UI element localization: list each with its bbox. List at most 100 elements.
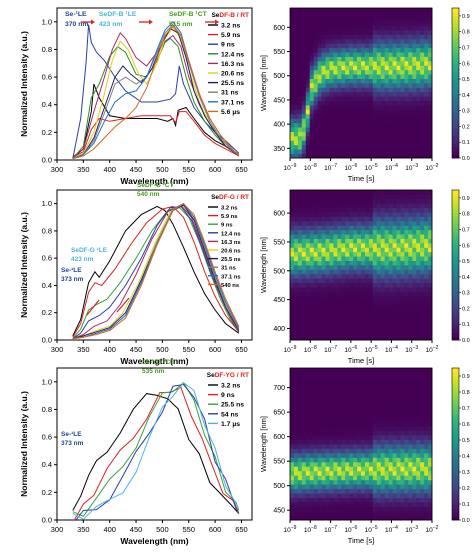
heatmap-cell	[325, 216, 330, 222]
heatmap-cell	[345, 403, 350, 409]
heatmap-cell	[341, 317, 346, 323]
heatmap-cell	[408, 56, 413, 62]
heatmap-cell	[384, 372, 390, 378]
heatmap-cell	[388, 78, 393, 84]
heatmap-cell	[301, 144, 307, 150]
heatmap-cell	[290, 273, 295, 279]
heatmap-cell	[416, 493, 421, 499]
heatmap-cell	[364, 149, 370, 154]
heatmap-cell	[321, 56, 326, 62]
colorbar-step	[452, 444, 459, 449]
heatmap-cell	[337, 207, 342, 213]
heatmap-cell	[333, 291, 338, 297]
heatmap-cell	[321, 381, 326, 387]
heatmap-cell	[329, 269, 334, 275]
heatmap-cell	[301, 403, 307, 409]
heatmap-cell	[400, 78, 405, 84]
heatmap-cell	[317, 96, 322, 102]
heatmap-cell	[290, 69, 295, 75]
heatmap-cell	[392, 390, 397, 396]
heatmap-cell	[384, 403, 390, 409]
heatmap-cell	[329, 74, 334, 79]
heatmap-cell	[361, 394, 366, 400]
x-tick-exp: −4	[392, 345, 398, 351]
heatmap-cell	[380, 21, 386, 27]
heatmap-cell	[424, 435, 429, 440]
heatmap-cell	[428, 135, 433, 141]
heatmap-cell	[333, 38, 338, 44]
heatmap-cell	[301, 381, 307, 387]
heatmap-cell	[424, 408, 429, 414]
heatmap-cell	[404, 273, 409, 279]
colorbar-tick-label: 0.5	[462, 77, 470, 83]
heatmap-cell	[392, 265, 397, 270]
heatmap-cell	[349, 251, 354, 257]
heatmap-cell	[353, 65, 358, 71]
heatmap-cell	[416, 118, 421, 124]
heatmap-cell	[297, 448, 303, 454]
x-tick-label: 650	[235, 165, 248, 174]
heatmap-cell	[301, 502, 307, 507]
heatmap-cell	[321, 109, 326, 115]
heatmap-cell	[361, 30, 366, 35]
heatmap-cell	[376, 140, 382, 146]
heatmap-cell	[424, 322, 429, 328]
heatmap-cell	[325, 282, 330, 288]
heatmap-cell	[384, 203, 390, 209]
heatmap-cell	[384, 38, 390, 44]
heatmap-cell	[309, 287, 315, 292]
heatmap-cell	[361, 140, 366, 146]
heatmap-cell	[372, 144, 378, 150]
heatmap-cell	[357, 220, 362, 226]
heatmap-cell	[325, 511, 330, 516]
heatmap-cell	[321, 78, 326, 84]
heatmap-cell	[400, 479, 405, 485]
heatmap-cell	[297, 475, 303, 481]
heatmap-cell	[349, 269, 354, 275]
heatmap-cell	[325, 127, 330, 132]
heatmap-cell	[333, 376, 338, 382]
heatmap-cell	[313, 96, 319, 102]
heatmap-cell	[305, 56, 311, 62]
heatmap-cell	[388, 100, 393, 106]
sample-label: SeDF-YG / RT	[207, 372, 249, 379]
heatmap-cell	[420, 426, 425, 431]
heatmap-cell	[424, 399, 429, 405]
heatmap-cell	[349, 74, 354, 79]
heatmap-cell	[333, 203, 338, 209]
heatmap-cell	[301, 421, 307, 427]
heatmap-cell	[416, 34, 421, 40]
heatmap-cell	[428, 399, 433, 405]
heatmap-cell	[392, 242, 397, 248]
heatmap-cell	[349, 470, 354, 476]
heatmap-cell	[380, 269, 386, 275]
heatmap-cell	[384, 247, 390, 253]
heatmap-cell	[317, 135, 322, 141]
heatmap-cell	[290, 83, 295, 88]
heatmap-cell	[333, 511, 338, 516]
heatmap-cell	[341, 269, 346, 275]
heatmap-cell	[321, 497, 326, 503]
heatmap-cell	[376, 229, 382, 235]
heatmap-cell	[305, 100, 311, 106]
heatmap-cell	[333, 74, 338, 79]
heatmap-cell	[404, 12, 409, 18]
heatmap-cell	[428, 78, 433, 84]
heatmap-cell	[349, 56, 354, 62]
heatmap-cell	[384, 251, 390, 257]
heatmap-cell	[428, 313, 433, 319]
heatmap-cell	[404, 265, 409, 270]
heatmap-cell	[345, 273, 350, 279]
heatmap-cell	[388, 273, 393, 279]
heatmap-cell	[388, 194, 393, 200]
heatmap-cell	[321, 421, 326, 427]
heatmap-cell	[345, 488, 350, 494]
heatmap-cell	[392, 113, 397, 119]
heatmap-cell	[384, 96, 390, 102]
heatmap-cell	[420, 140, 425, 146]
heatmap-cell	[420, 466, 425, 472]
heatmap-cell	[400, 56, 405, 62]
heatmap-cell	[388, 234, 393, 239]
heatmap-cell	[290, 198, 295, 204]
heatmap-cell	[368, 461, 374, 467]
